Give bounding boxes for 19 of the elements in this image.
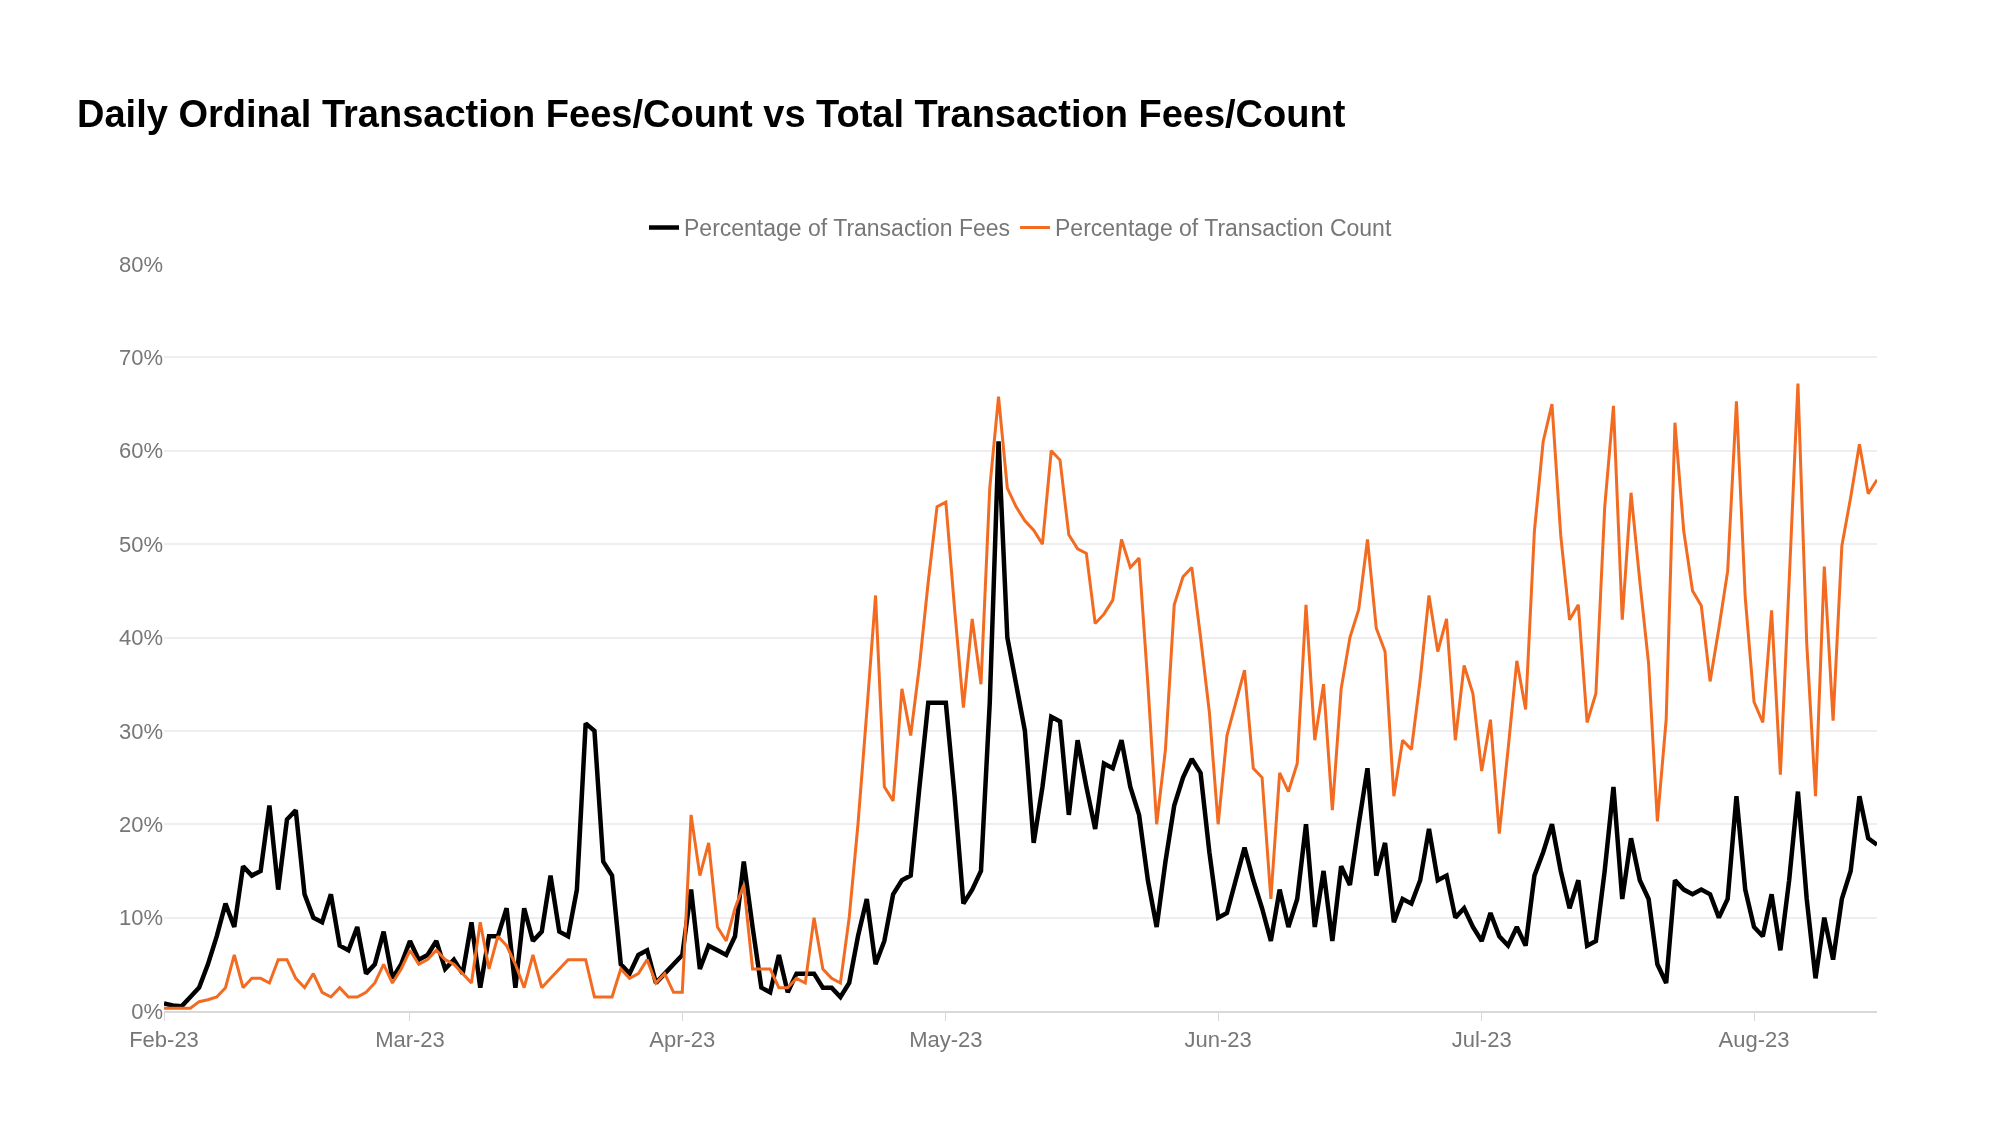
y-tick-label: 20%: [118, 811, 163, 837]
chart-title: Daily Ordinal Transaction Fees/Count vs Total Transaction Fees/Count: [77, 92, 1346, 135]
x-tick-label: Aug-23: [1718, 1027, 1790, 1053]
x-tick-label: Jun-23: [1184, 1027, 1252, 1053]
x-tick-label: Apr-23: [649, 1027, 716, 1053]
y-tick-label: 40%: [118, 625, 163, 651]
x-tick-label: Jul-23: [1451, 1027, 1512, 1053]
y-tick-label: 30%: [118, 718, 163, 744]
y-tick-label: 50%: [118, 531, 163, 557]
y-tick-label: 70%: [118, 345, 163, 371]
y-tick-label: 60%: [118, 438, 163, 464]
x-tick-label: Feb-23: [129, 1027, 199, 1053]
y-tick-label: 80%: [118, 251, 163, 277]
legend-label: Percentage of Transaction Fees: [684, 215, 1011, 242]
legend-label: Percentage of Transaction Count: [1055, 215, 1392, 242]
y-tick-label: 10%: [118, 905, 163, 931]
x-tick-label: May-23: [909, 1027, 983, 1053]
y-tick-label: 0%: [131, 998, 163, 1024]
x-tick-label: Mar-23: [375, 1027, 445, 1053]
